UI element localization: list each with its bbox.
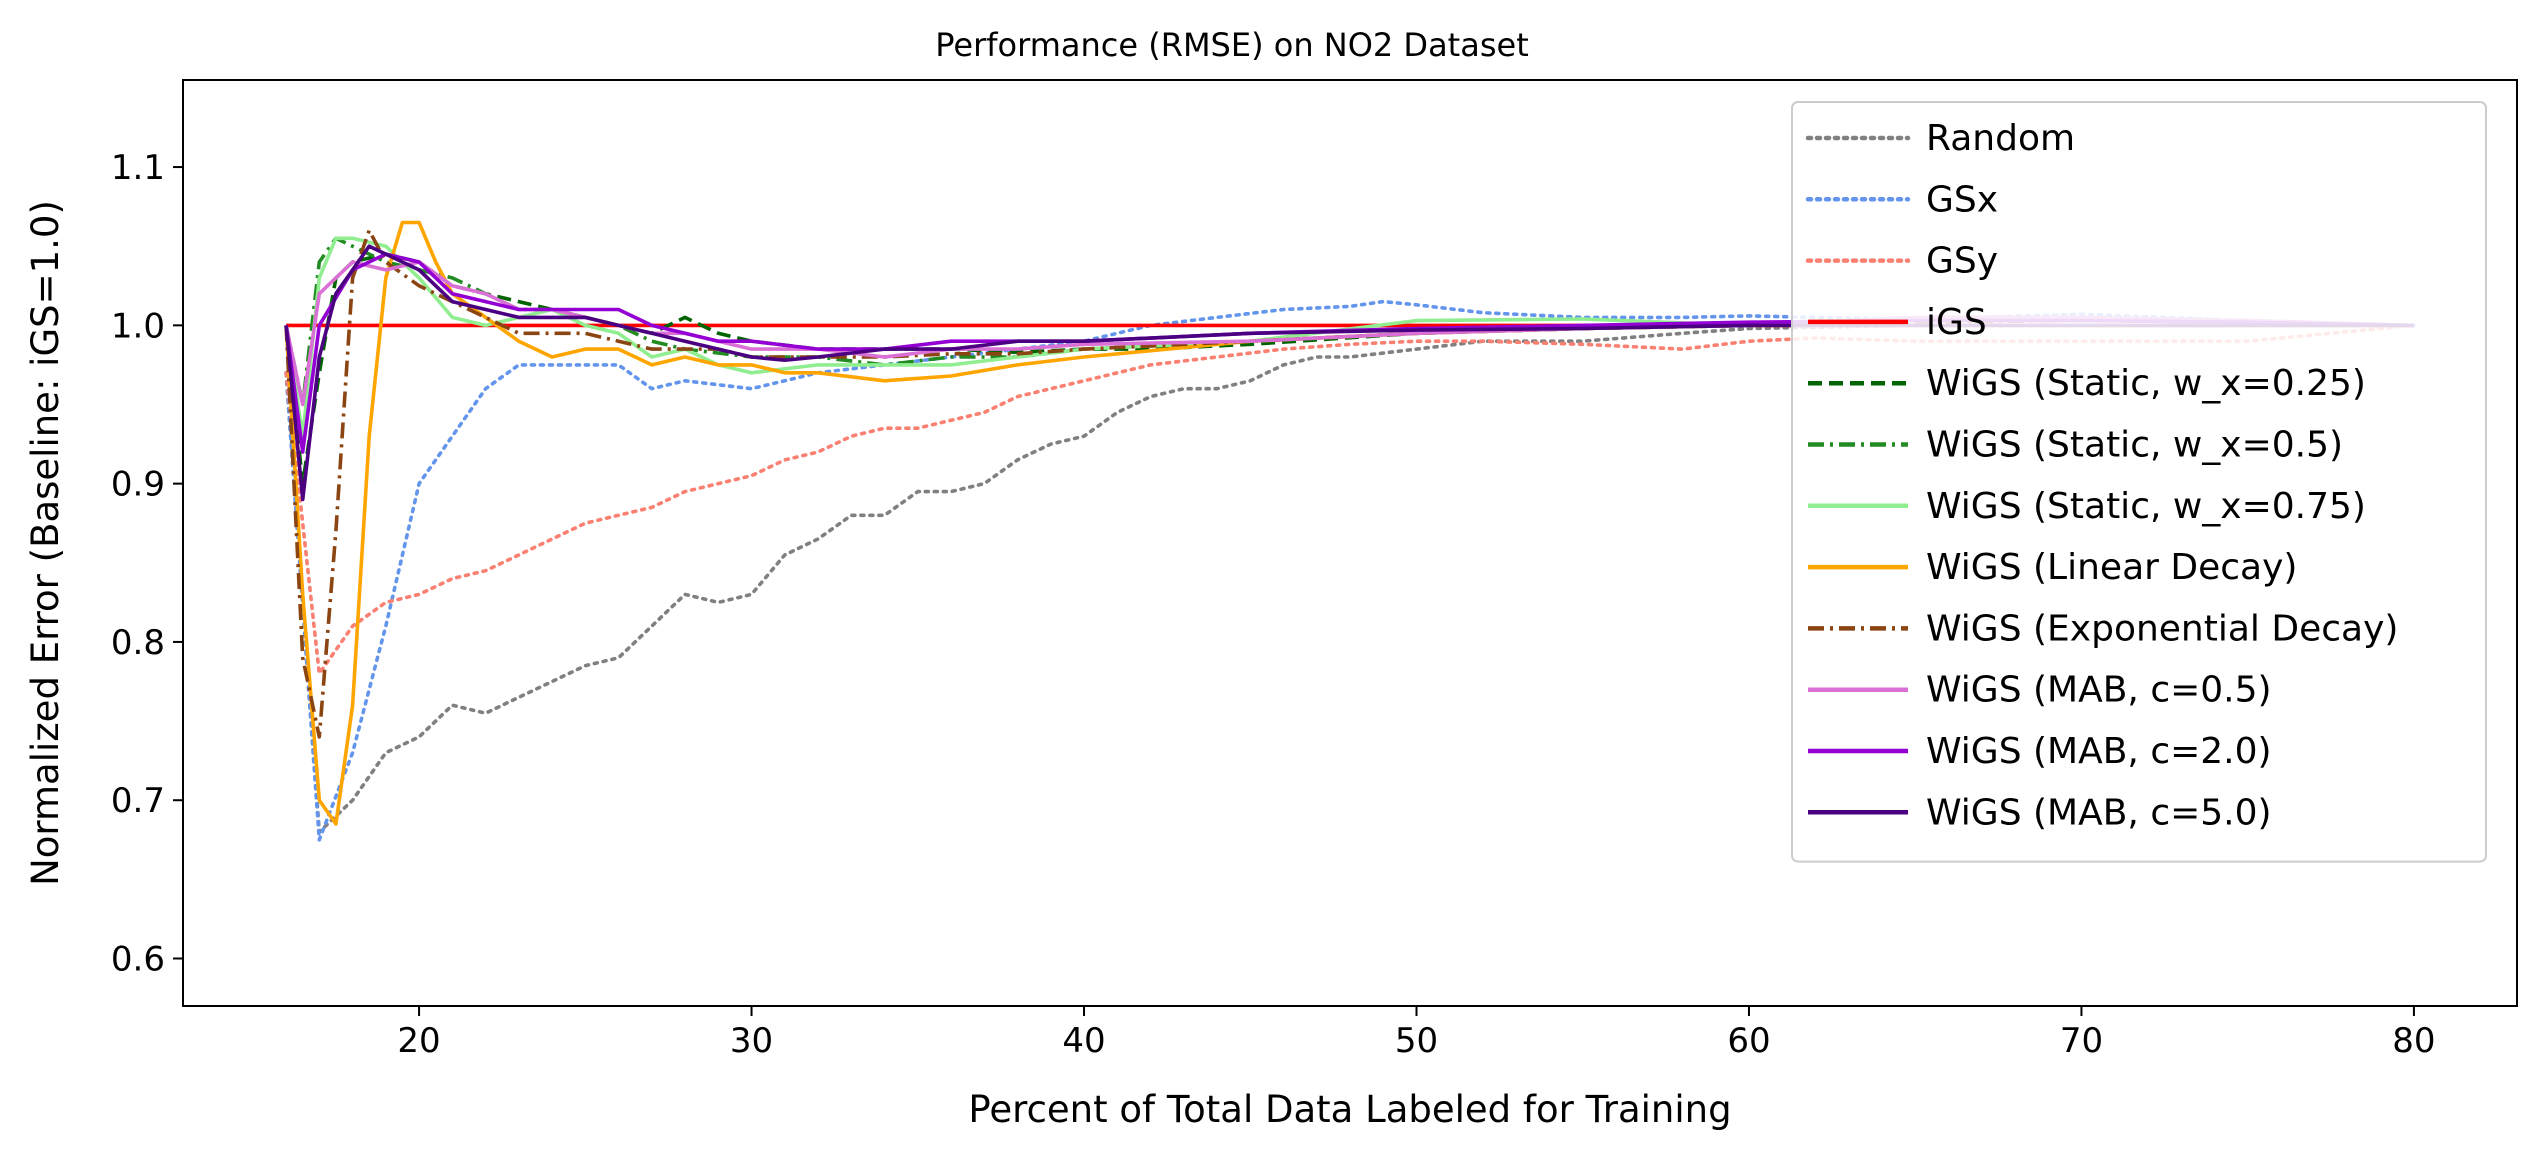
x-tick-label: 50 [1395, 1021, 1438, 1061]
legend-label: WiGS (Static, w_x=0.75) [1926, 486, 2366, 527]
legend-label: WiGS (Static, w_x=0.5) [1926, 425, 2343, 466]
x-tick-label: 60 [1727, 1021, 1770, 1061]
x-tick-label: 20 [397, 1021, 440, 1061]
legend-label: Random [1926, 118, 2075, 159]
x-axis-label: Percent of Total Data Labeled for Traini… [968, 1088, 1731, 1131]
x-tick-label: 40 [1062, 1021, 1105, 1061]
legend-label: WiGS (Static, w_x=0.25) [1926, 363, 2366, 404]
legend-label: WiGS (MAB, c=5.0) [1926, 792, 2272, 833]
plot-frame [182, 79, 2518, 1007]
series-line-2 [284, 323, 2416, 676]
y-tick-label: 0.7 [111, 781, 165, 821]
legend-label: WiGS (MAB, c=2.0) [1926, 731, 2272, 772]
legend-box [1791, 101, 2487, 863]
y-tick-label: 0.8 [111, 623, 165, 663]
legend-label: WiGS (MAB, c=0.5) [1926, 670, 2272, 711]
legend-label: WiGS (Linear Decay) [1926, 547, 2297, 588]
y-tick-label: 1.0 [111, 306, 165, 346]
series-line-11 [284, 244, 2414, 502]
legend-label: GSy [1926, 241, 1998, 282]
series-line-1 [284, 299, 2416, 842]
y-axis-label: Normalized Error (Baseline: iGS=1.0) [24, 200, 67, 886]
series-layer [284, 220, 2416, 842]
chart-title: Performance (RMSE) on NO2 Dataset [935, 26, 1528, 64]
y-tick-label: 0.9 [111, 465, 165, 505]
legend-label: WiGS (Exponential Decay) [1926, 608, 2398, 649]
y-axis: 0.6 0.7 0.8 0.9 1.0 1.1 [111, 148, 183, 980]
series-line-6 [284, 236, 2414, 439]
legend: Random GSx GSy iGS WiGS (Static, w_x=0.25) Wi… [1791, 101, 2487, 863]
y-tick-label: 1.1 [111, 148, 165, 188]
x-tick-label: 80 [2392, 1021, 2435, 1061]
x-axis: 20 30 40 50 60 70 80 [397, 1006, 2436, 1061]
x-tick-label: 70 [2060, 1021, 2103, 1061]
legend-label: iGS [1926, 302, 1987, 343]
y-tick-label: 0.6 [111, 940, 165, 980]
legend-label: GSx [1926, 179, 1998, 220]
series-line-10 [284, 252, 2414, 454]
x-tick-label: 30 [730, 1021, 773, 1061]
